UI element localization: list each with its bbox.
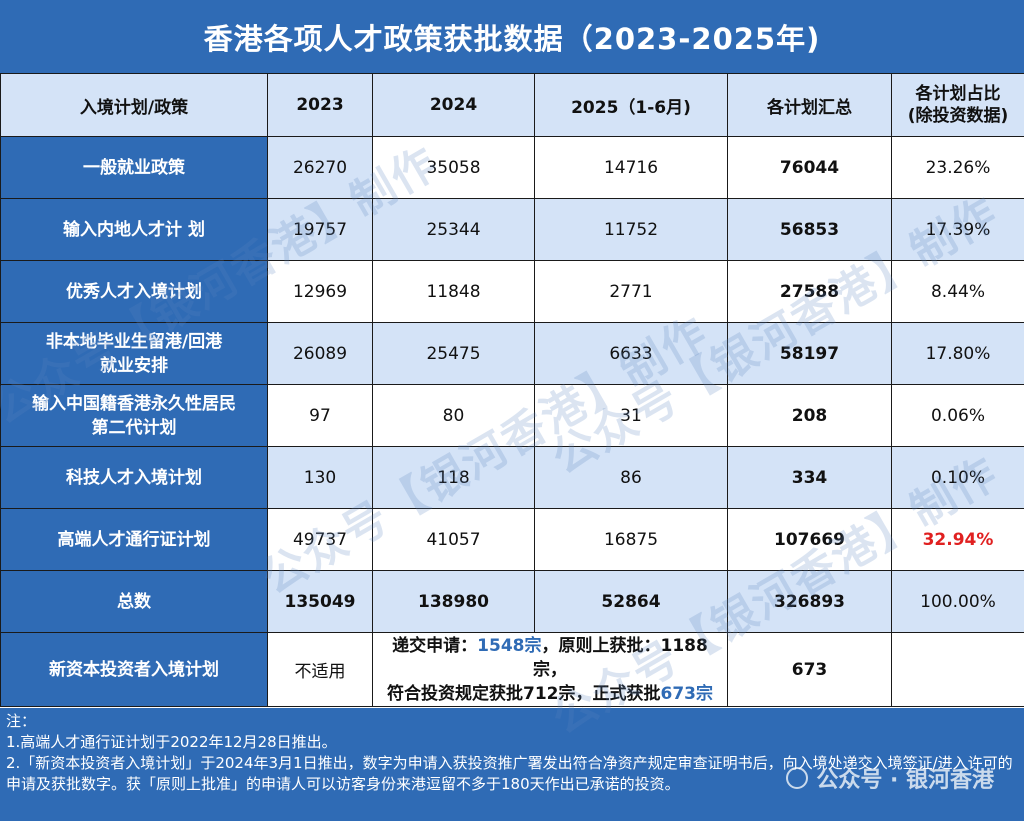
cell-share: 17.39% xyxy=(891,198,1024,261)
total-row: 总数 135049 138980 52864 326893 100.00% xyxy=(0,570,1024,633)
cell-2024: 35058 xyxy=(372,136,535,199)
cell-share: 8.44% xyxy=(891,260,1024,323)
total-2025: 52864 xyxy=(534,570,728,633)
cell-2024: 11848 xyxy=(372,260,535,323)
investor-label: 新资本投资者入境计划 xyxy=(0,632,268,707)
cell-2024: 25475 xyxy=(372,322,535,385)
investor-note-d: 符合投资规定获批712宗，正式获批 xyxy=(387,683,661,704)
cell-2023: 97 xyxy=(267,384,373,447)
total-2023: 135049 xyxy=(267,570,373,633)
note-line-2: 2.「新资本投资者入境计划」于2024年3月1日推出，数字为申请入获投资推广署发… xyxy=(6,754,1013,793)
row-label: 输入中国籍香港永久性居民 第二代计划 xyxy=(0,384,268,447)
cell-2025: 16875 xyxy=(534,508,728,571)
cell-2025: 31 xyxy=(534,384,728,447)
investor-total: 673 xyxy=(727,632,892,707)
cell-total: 27588 xyxy=(727,260,892,323)
row-label: 科技人才入境计划 xyxy=(0,446,268,509)
cell-2024: 80 xyxy=(372,384,535,447)
cell-2025: 6633 xyxy=(534,322,728,385)
cell-2025: 11752 xyxy=(534,198,728,261)
cell-total: 58197 xyxy=(727,322,892,385)
cell-total: 76044 xyxy=(727,136,892,199)
cell-2024: 41057 xyxy=(372,508,535,571)
table-row: 输入中国籍香港永久性居民 第二代计划 97 80 31 208 0.06% xyxy=(0,384,1024,447)
header-plan: 入境计划/政策 xyxy=(0,73,268,137)
cell-2024: 118 xyxy=(372,446,535,509)
total-label: 总数 xyxy=(0,570,268,633)
cell-total: 208 xyxy=(727,384,892,447)
header-2025: 2025（1-6月) xyxy=(534,73,728,137)
table-row: 高端人才通行证计划 49737 41057 16875 107669 32.94… xyxy=(0,508,1024,571)
investor-note: 递交申请：1548宗，原则上获批：1188宗， 符合投资规定获批712宗，正式获… xyxy=(372,632,728,707)
cell-share: 23.26% xyxy=(891,136,1024,199)
cell-total: 56853 xyxy=(727,198,892,261)
cell-2023: 19757 xyxy=(267,198,373,261)
cell-total: 107669 xyxy=(727,508,892,571)
header-total: 各计划汇总 xyxy=(727,73,892,137)
investor-note-c: ，原则上获批：1188宗， xyxy=(533,635,708,680)
cell-share: 0.10% xyxy=(891,446,1024,509)
cell-2025: 2771 xyxy=(534,260,728,323)
cell-2023: 12969 xyxy=(267,260,373,323)
cell-total: 334 xyxy=(727,446,892,509)
investor-note-a: 递交申请： xyxy=(392,635,478,656)
notes-heading: 注： xyxy=(6,712,37,730)
table-row: 输入内地人才计 划 19757 25344 11752 56853 17.39% xyxy=(0,198,1024,261)
table-row: 优秀人才入境计划 12969 11848 2771 27588 8.44% xyxy=(0,260,1024,323)
cell-share: 17.80% xyxy=(891,322,1024,385)
footnotes: 注： 1.高端人才通行证计划于2022年12月28日推出。 2.「新资本投资者入… xyxy=(0,708,1024,821)
row-label: 一般就业政策 xyxy=(0,136,268,199)
page-title: 香港各项人才政策获批数据（2023-2025年) xyxy=(0,0,1024,73)
cell-2023: 26270 xyxy=(267,136,373,199)
cell-2025: 14716 xyxy=(534,136,728,199)
total-share: 100.00% xyxy=(891,570,1024,633)
table-row: 科技人才入境计划 130 118 86 334 0.10% xyxy=(0,446,1024,509)
header-2023: 2023 xyxy=(267,73,373,137)
cell-2023: 49737 xyxy=(267,508,373,571)
table-header-row: 入境计划/政策 2023 2024 2025（1-6月) 各计划汇总 各计划占比… xyxy=(0,73,1024,137)
cell-2025: 86 xyxy=(534,446,728,509)
table-row: 非本地毕业生留港/回港 就业安排 26089 25475 6633 58197 … xyxy=(0,322,1024,385)
cell-2024: 25344 xyxy=(372,198,535,261)
table-row: 一般就业政策 26270 35058 14716 76044 23.26% xyxy=(0,136,1024,199)
investor-note-b: 1548宗 xyxy=(477,635,542,656)
total-2024: 138980 xyxy=(372,570,535,633)
cell-share-highlight: 32.94% xyxy=(891,508,1024,571)
talent-data-table: 入境计划/政策 2023 2024 2025（1-6月) 各计划汇总 各计划占比… xyxy=(0,73,1024,707)
row-label: 优秀人才入境计划 xyxy=(0,260,268,323)
investor-row: 新资本投资者入境计划 不适用 递交申请：1548宗，原则上获批：1188宗， 符… xyxy=(0,632,1024,707)
header-2024: 2024 xyxy=(372,73,535,137)
cell-2023: 130 xyxy=(267,446,373,509)
investor-share xyxy=(891,632,1024,707)
note-line-1: 1.高端人才通行证计划于2022年12月28日推出。 xyxy=(6,733,337,751)
row-label: 非本地毕业生留港/回港 就业安排 xyxy=(0,322,268,385)
row-label: 输入内地人才计 划 xyxy=(0,198,268,261)
investor-2023: 不适用 xyxy=(267,632,373,707)
header-share: 各计划占比 (除投资数据) xyxy=(891,73,1024,137)
cell-share: 0.06% xyxy=(891,384,1024,447)
total-sum: 326893 xyxy=(727,570,892,633)
row-label: 高端人才通行证计划 xyxy=(0,508,268,571)
cell-2023: 26089 xyxy=(267,322,373,385)
investor-note-e: 673宗 xyxy=(660,683,714,704)
